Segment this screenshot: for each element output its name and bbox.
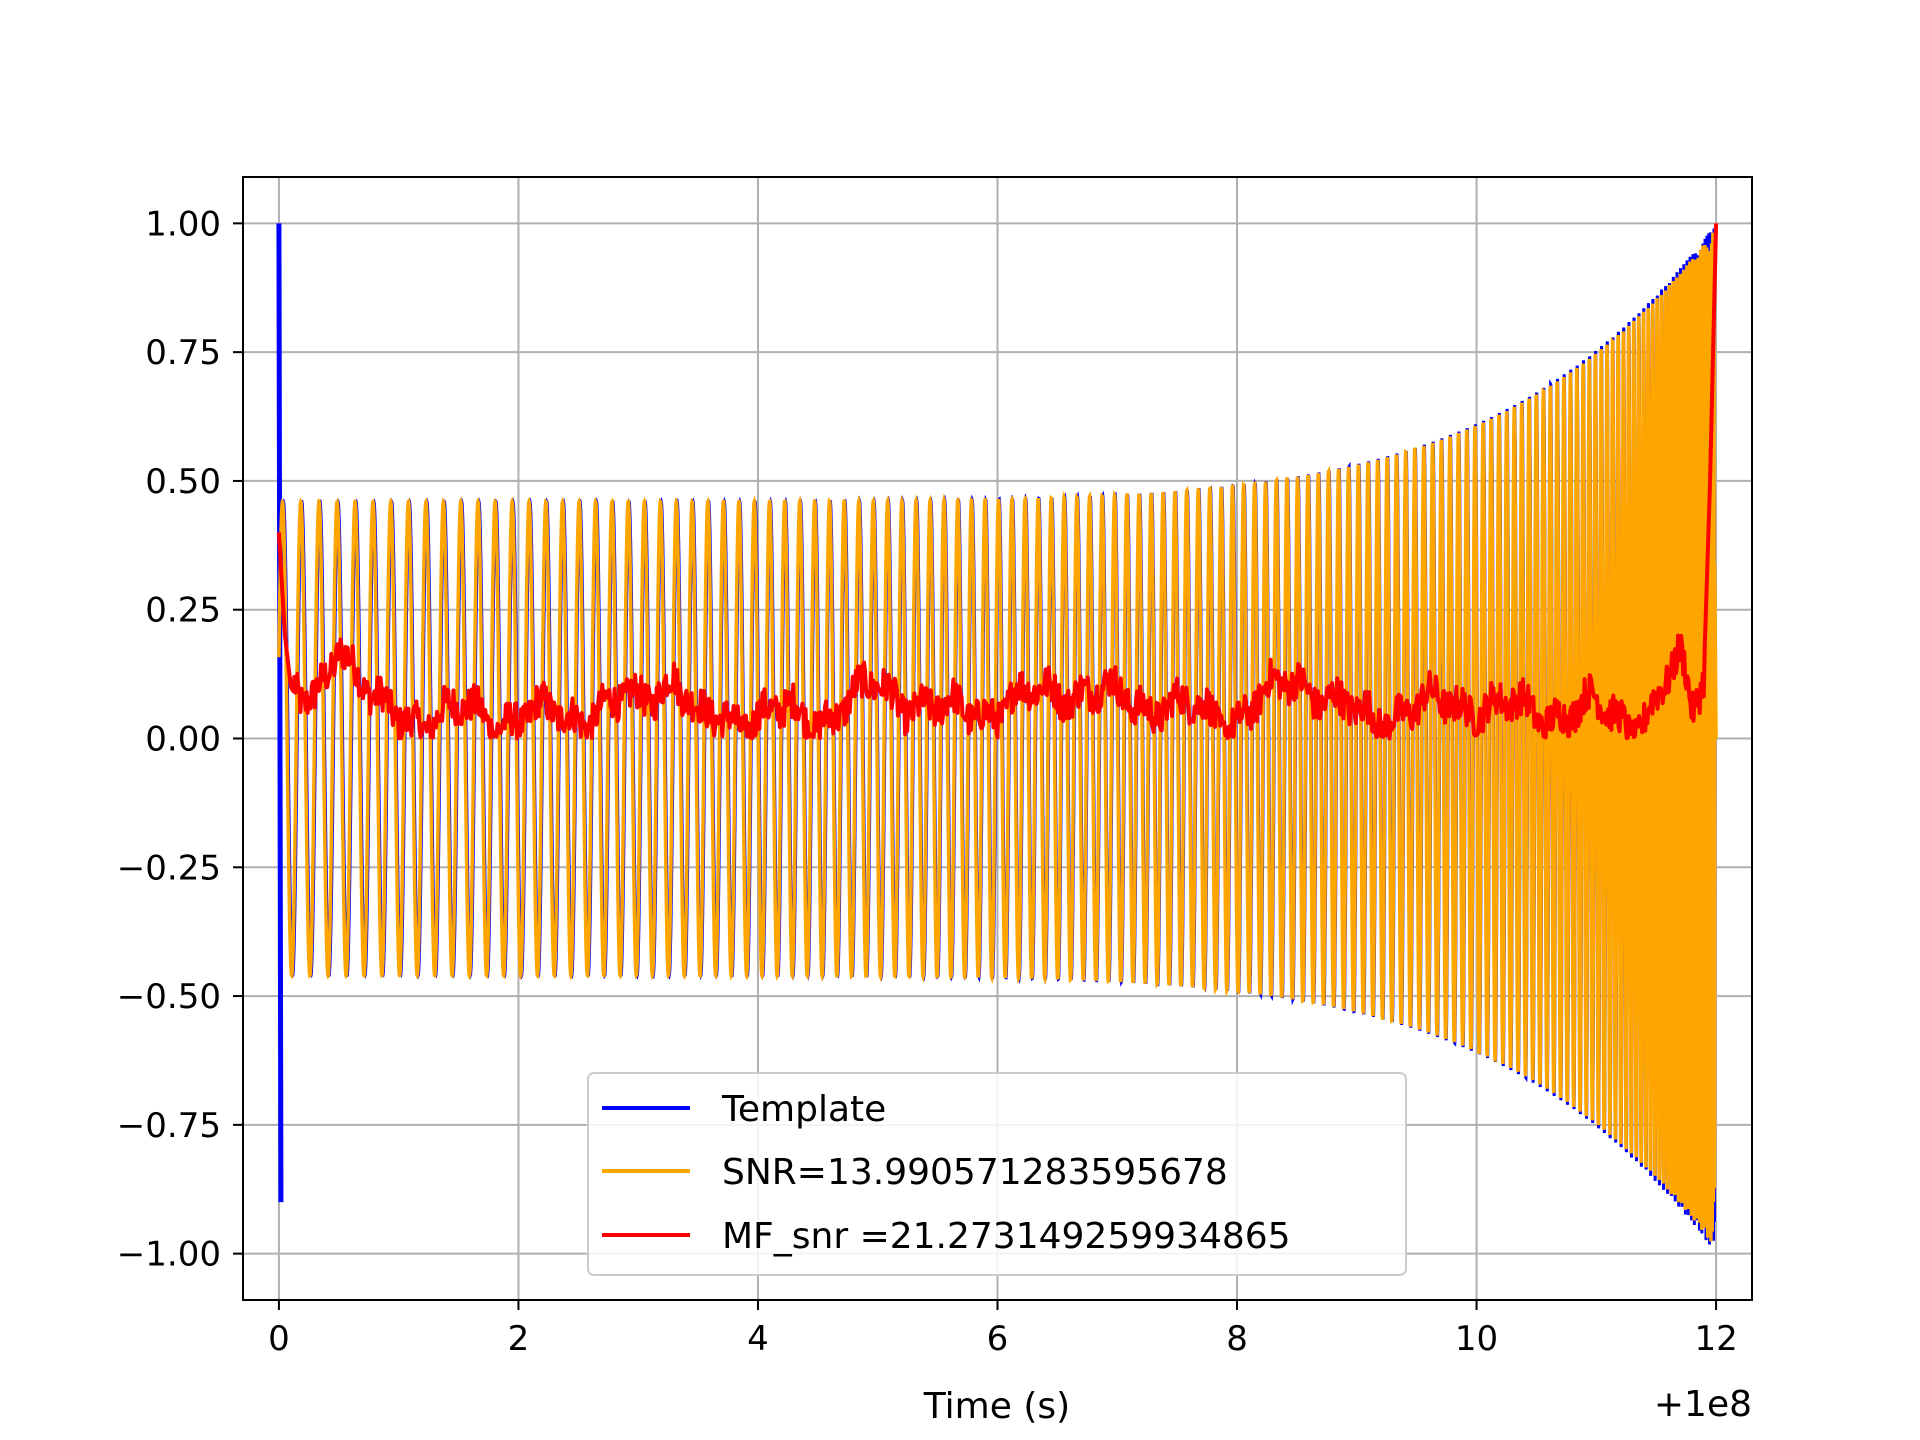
series-mf-snr-line <box>276 223 1719 741</box>
series-template-spike <box>276 223 284 1203</box>
x-axis-offset-label: +1e8 <box>1654 1384 1752 1425</box>
y-tick-label: 0.50 <box>145 462 221 502</box>
ticks: 0 2 4 6 8 10 12 1.00 0.75 0.50 0.25 0.00 −0.25 −0.50 −… <box>117 204 1738 1359</box>
y-tick-label: 0.25 <box>145 591 221 631</box>
series-snr-line <box>277 232 1718 1242</box>
x-tick-label: 10 <box>1455 1319 1498 1359</box>
x-tick-label: 6 <box>987 1319 1009 1359</box>
x-axis-label: Time (s) <box>923 1386 1070 1427</box>
y-tick-label: 1.00 <box>145 204 221 244</box>
y-tick-label: 0.75 <box>145 333 221 373</box>
legend-box <box>587 1072 1407 1276</box>
legend-label-template: Template <box>721 1089 886 1130</box>
series-layer <box>276 223 1719 1245</box>
y-tick-label: −0.25 <box>117 848 221 888</box>
y-tick-label: −1.00 <box>117 1235 221 1275</box>
legend: Template SNR=13.990571283595678 MF_snr =… <box>587 1072 1407 1276</box>
x-tick-label: 8 <box>1226 1319 1248 1359</box>
x-tick-label: 12 <box>1694 1319 1737 1359</box>
x-tick-label: 0 <box>268 1319 290 1359</box>
x-tick-label: 2 <box>508 1319 530 1359</box>
y-tick-label: −0.75 <box>117 1106 221 1146</box>
legend-label-snr: SNR=13.990571283595678 <box>722 1152 1228 1193</box>
y-tick-label: 0.00 <box>145 720 221 760</box>
x-tick-label: 4 <box>747 1319 769 1359</box>
y-tick-label: −0.50 <box>117 977 221 1017</box>
legend-label-mf-snr: MF_snr =21.273149259934865 <box>722 1216 1291 1257</box>
